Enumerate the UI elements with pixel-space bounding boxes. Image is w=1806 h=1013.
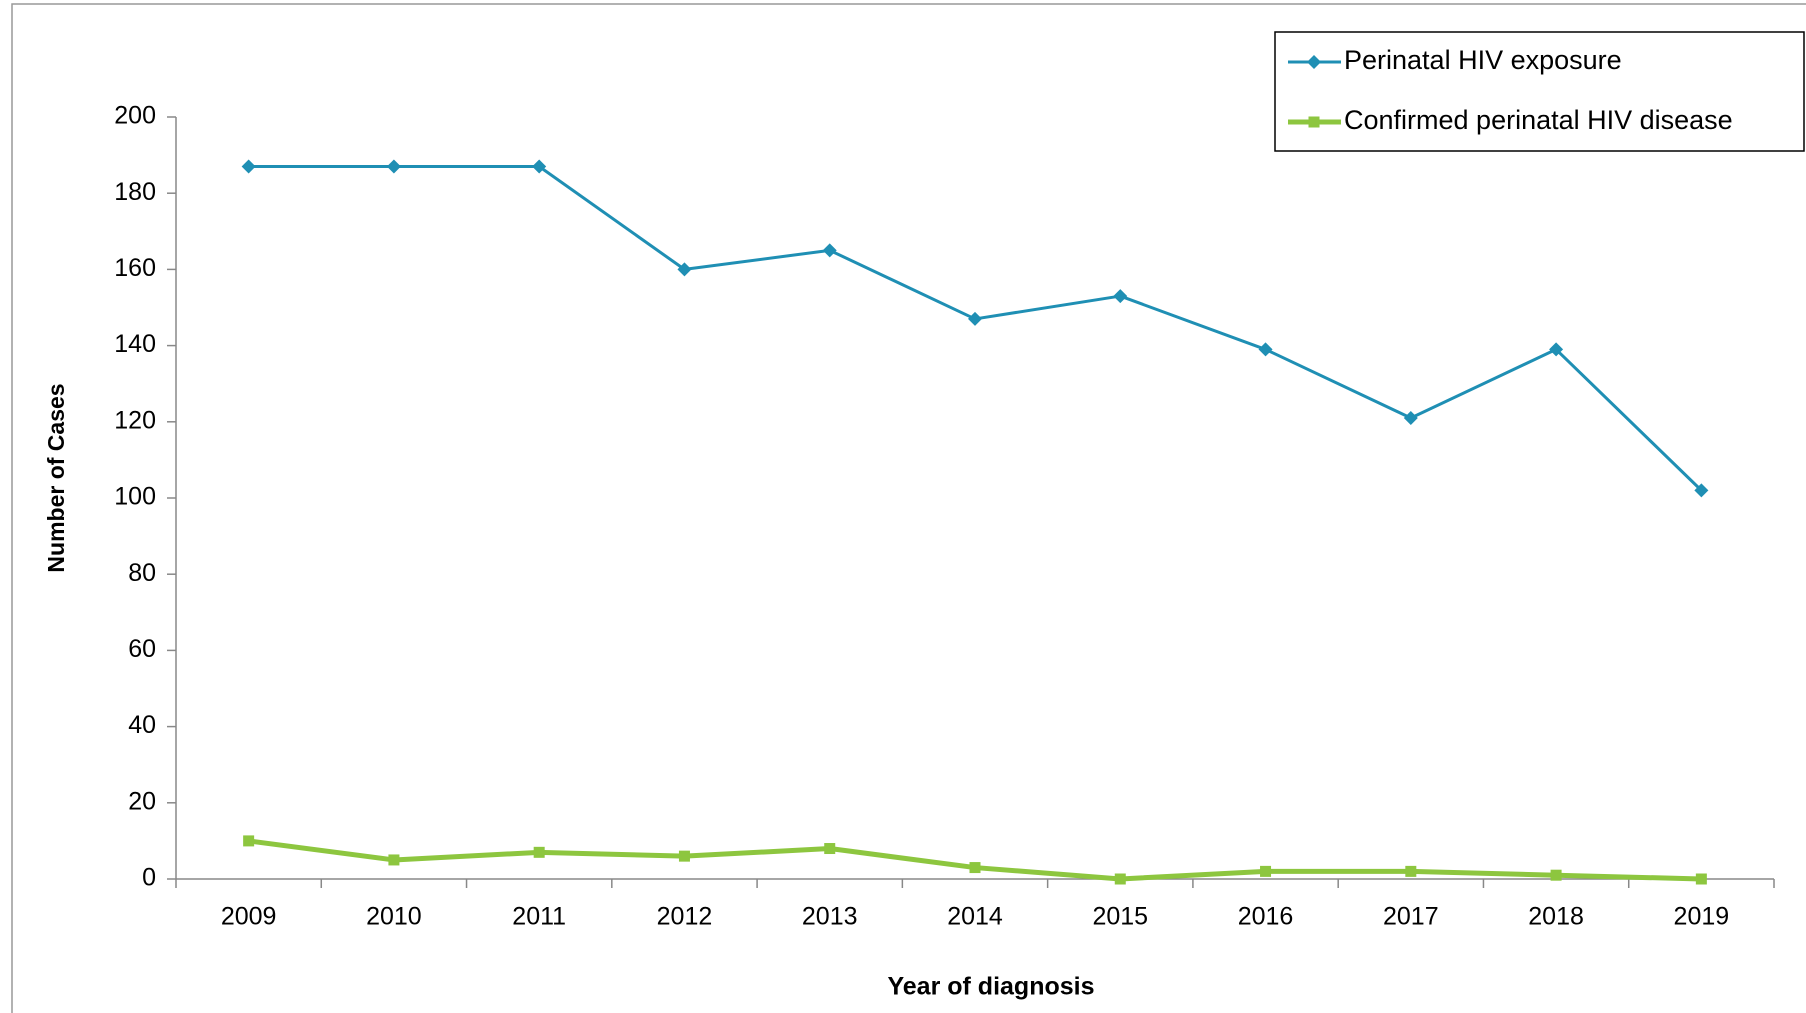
point bbox=[824, 843, 836, 855]
x-tick-label: 2014 bbox=[947, 903, 1003, 931]
x-tick-label: 2016 bbox=[1238, 903, 1294, 931]
legend-marker bbox=[1307, 55, 1321, 69]
y-tick-label: 160 bbox=[114, 254, 156, 282]
legend-label: Perinatal HIV exposure bbox=[1344, 45, 1622, 75]
series-line bbox=[248, 838, 1702, 882]
point bbox=[677, 262, 692, 277]
point bbox=[1113, 289, 1128, 304]
point bbox=[678, 850, 690, 862]
y-tick-label: 140 bbox=[114, 330, 156, 358]
y-tick-label: 120 bbox=[114, 406, 156, 434]
legend-label: Confirmed perinatal HIV disease bbox=[1344, 105, 1733, 135]
point bbox=[1114, 873, 1126, 885]
x-tick-label: 2019 bbox=[1674, 903, 1730, 931]
point bbox=[968, 311, 982, 326]
y-tick-label: 60 bbox=[128, 635, 156, 663]
legend-marker bbox=[1308, 116, 1320, 128]
point bbox=[243, 835, 255, 847]
y-tick-label: 100 bbox=[114, 483, 156, 511]
point bbox=[1258, 342, 1273, 357]
point bbox=[241, 159, 256, 174]
x-tick-label: 2013 bbox=[802, 903, 858, 931]
y-tick-label: 80 bbox=[128, 559, 156, 587]
point bbox=[1405, 865, 1417, 877]
x-tick-label: 2012 bbox=[657, 903, 713, 931]
x-tick-label: 2011 bbox=[512, 903, 566, 931]
point bbox=[1260, 865, 1272, 877]
x-tick-label: 2015 bbox=[1092, 903, 1148, 931]
series-line bbox=[248, 165, 1703, 492]
y-axis-title: Number of Cases bbox=[43, 383, 69, 572]
chart-border bbox=[11, 3, 1806, 1013]
point bbox=[388, 854, 400, 866]
legend: Perinatal HIV exposure Confirmed perinata… bbox=[1274, 31, 1805, 152]
x-tick-label: 2010 bbox=[366, 903, 422, 931]
x-tick-label: 2009 bbox=[221, 903, 277, 931]
point bbox=[1549, 342, 1564, 357]
y-tick-label: 0 bbox=[142, 864, 156, 892]
legend-box bbox=[1274, 31, 1805, 152]
point bbox=[822, 243, 837, 258]
point bbox=[532, 159, 547, 174]
y-tick-label: 180 bbox=[114, 178, 156, 206]
point bbox=[386, 159, 401, 174]
point bbox=[1550, 869, 1562, 881]
point bbox=[1403, 410, 1418, 425]
y-tick-label: 40 bbox=[128, 711, 156, 739]
x-tick-label: 2018 bbox=[1528, 903, 1584, 931]
x-axis-title: Year of diagnosis bbox=[887, 973, 1094, 1001]
y-tick-label: 200 bbox=[114, 102, 156, 130]
point bbox=[1695, 873, 1707, 885]
point bbox=[533, 846, 545, 858]
y-tick-label: 20 bbox=[128, 787, 156, 815]
point bbox=[969, 862, 981, 874]
x-tick-label: 2017 bbox=[1383, 903, 1439, 931]
point bbox=[1694, 483, 1709, 498]
